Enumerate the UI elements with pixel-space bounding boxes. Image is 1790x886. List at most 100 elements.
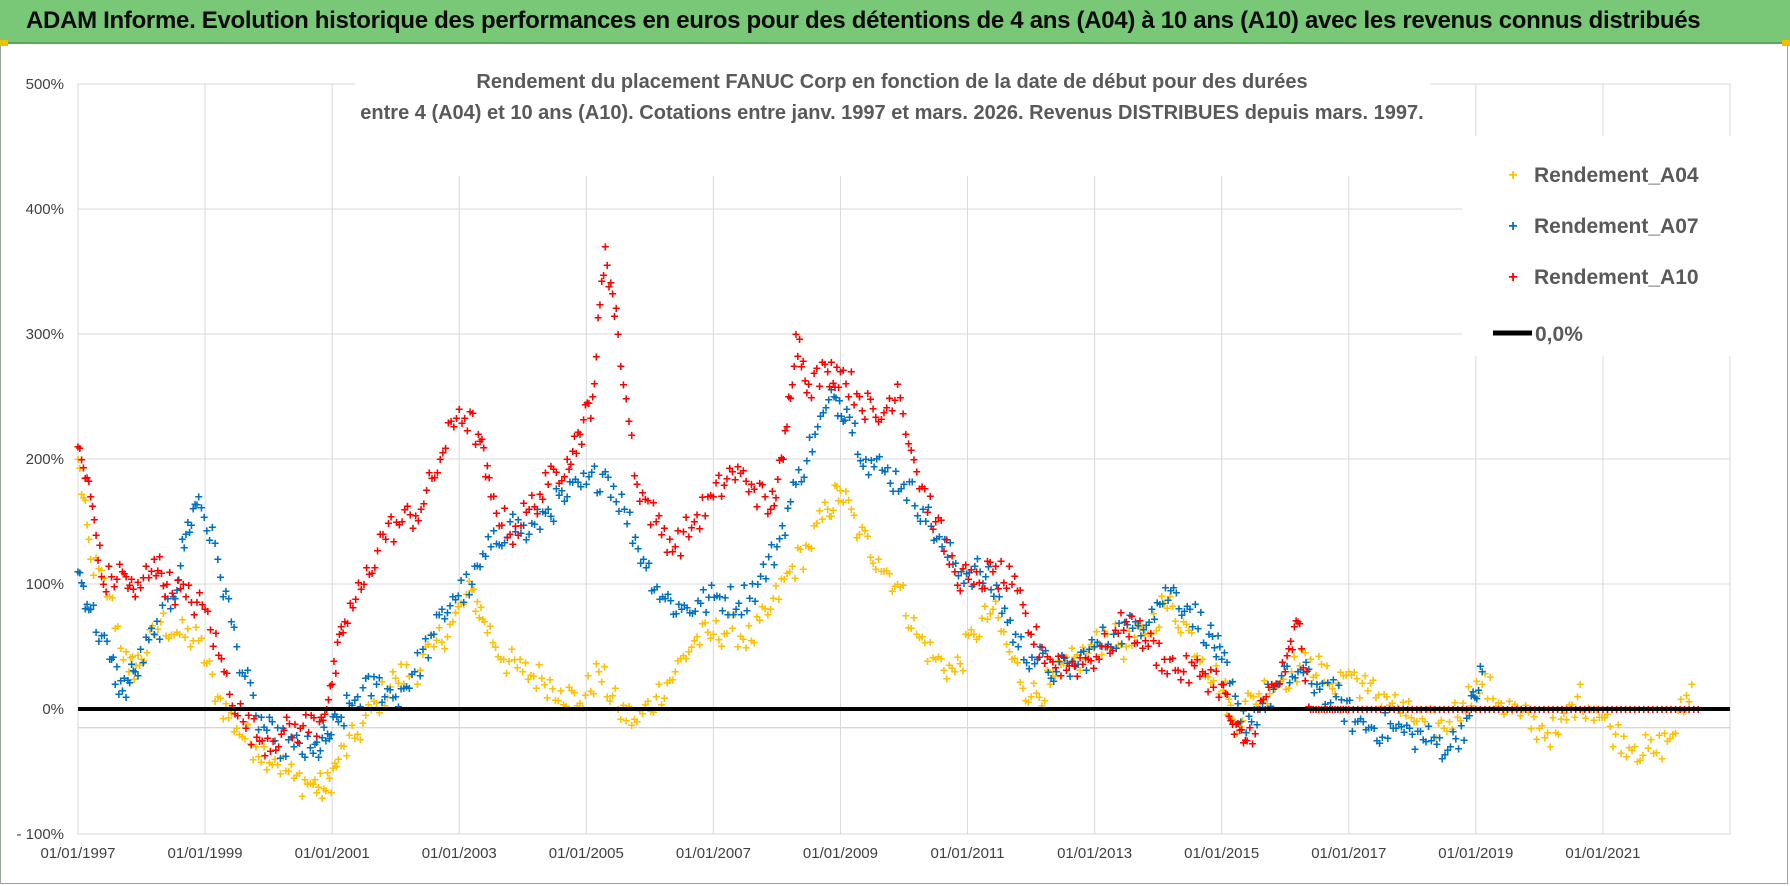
data-point-interp: + [200,509,208,525]
data-point-interp: + [261,748,269,764]
data-point-interp: + [100,570,108,586]
data-point-interp: + [1328,681,1336,697]
data-point-interp: + [337,738,345,754]
data-point-interp: + [1202,637,1210,653]
data-point-interp: + [1022,654,1030,670]
data-point-interp: + [334,634,342,650]
data-point-interp: + [756,612,764,628]
data-point-interp: + [533,506,541,522]
data-point-interp: + [1327,694,1335,710]
data-point-interp: + [1337,664,1345,680]
data-point-interp: + [1050,673,1058,689]
x-tick-label: 01/01/1999 [168,845,243,862]
data-point: + [970,576,978,592]
data-point: + [1218,651,1226,667]
data-point-interp: + [825,391,833,407]
data-point-interp: + [902,608,910,624]
data-point-interp: + [963,566,971,582]
data-point-interp: + [929,521,937,537]
data-point-interp: + [1080,643,1088,659]
data-point: + [87,489,95,505]
data-point-interp: + [140,653,148,669]
data-point-interp: + [873,450,881,466]
data-point-interp: + [918,629,926,645]
data-point-interp: + [872,561,880,577]
data-point: + [786,564,794,580]
data-point-interp: + [774,471,782,487]
data-point-interp: + [1147,626,1155,642]
data-point-interp: + [1296,615,1304,631]
data-point-interp: + [579,412,587,428]
data-point-interp: + [1111,622,1119,638]
data-point-interp: + [85,473,93,489]
data-point-interp: + [356,732,364,748]
data-point-interp: + [345,727,353,743]
data-point-interp: + [343,747,351,763]
data-point-interp: + [274,719,282,735]
data-point-interp: + [1125,629,1133,645]
data-point-interp: + [128,649,136,665]
data-point: + [1294,614,1302,630]
data-point-interp: + [98,568,106,584]
data-point-interp: + [479,546,487,562]
data-point-interp: + [1049,654,1057,670]
data-point-interp: + [107,568,115,584]
data-point-interp: + [831,379,839,395]
data-point-interp: + [555,487,563,503]
data-point-interp: + [1334,675,1342,691]
data-point-interp: + [1107,639,1115,655]
data-point: + [976,564,984,580]
data-point-interp: + [152,567,160,583]
data-point-interp: + [505,653,513,669]
data-point: + [709,489,717,505]
data-point: + [894,376,902,392]
data-point-interp: + [1120,622,1128,638]
data-point-interp: + [501,500,509,516]
data-point-interp: + [343,687,351,703]
data-point-interp: + [171,590,179,606]
data-point-interp: + [489,634,497,650]
data-point-interp: + [674,522,682,538]
data-point-interp: + [1307,675,1315,691]
data-point: + [544,476,552,492]
data-point-interp: + [1220,645,1228,661]
data-point-interp: + [1043,649,1051,665]
data-point-interp: + [1215,689,1223,705]
data-point-interp: + [546,672,554,688]
data-point-interp: + [628,717,636,733]
data-point-interp: + [193,497,201,513]
data-point-interp: + [821,356,829,372]
data-point: + [589,389,597,405]
data-point-interp: + [127,656,135,672]
data-point-interp: + [764,506,772,522]
data-point-interp: + [1641,727,1649,743]
data-point-interp: + [1032,685,1040,701]
data-point-interp: + [630,467,638,483]
data-point-interp: + [1305,698,1313,714]
data-point-interp: + [1603,706,1611,722]
data-point: + [874,551,882,567]
data-point-interp: + [867,452,875,468]
data-point-interp: + [393,514,401,530]
data-point: + [728,620,736,636]
data-point-interp: + [1002,636,1010,652]
data-point-interp: + [269,733,277,749]
data-point-interp: + [1279,671,1287,687]
data-point-interp: + [137,580,145,596]
data-point-interp: + [153,613,161,629]
data-point-interp: + [1120,614,1128,630]
data-point: + [1650,745,1658,761]
data-point-interp: + [180,540,188,556]
data-point-interp: + [422,631,430,647]
data-point-interp: + [352,591,360,607]
data-point-interp: + [978,581,986,597]
data-point-interp: + [268,714,276,730]
data-point-interp: + [260,738,268,754]
data-point-interp: + [1209,679,1217,695]
data-point-interp: + [1463,710,1471,726]
data-point-interp: + [987,581,995,597]
data-point-interp: + [835,379,843,395]
data-point: + [1218,676,1226,692]
data-point-interp: + [1212,663,1220,679]
data-point-interp: + [1087,653,1095,669]
